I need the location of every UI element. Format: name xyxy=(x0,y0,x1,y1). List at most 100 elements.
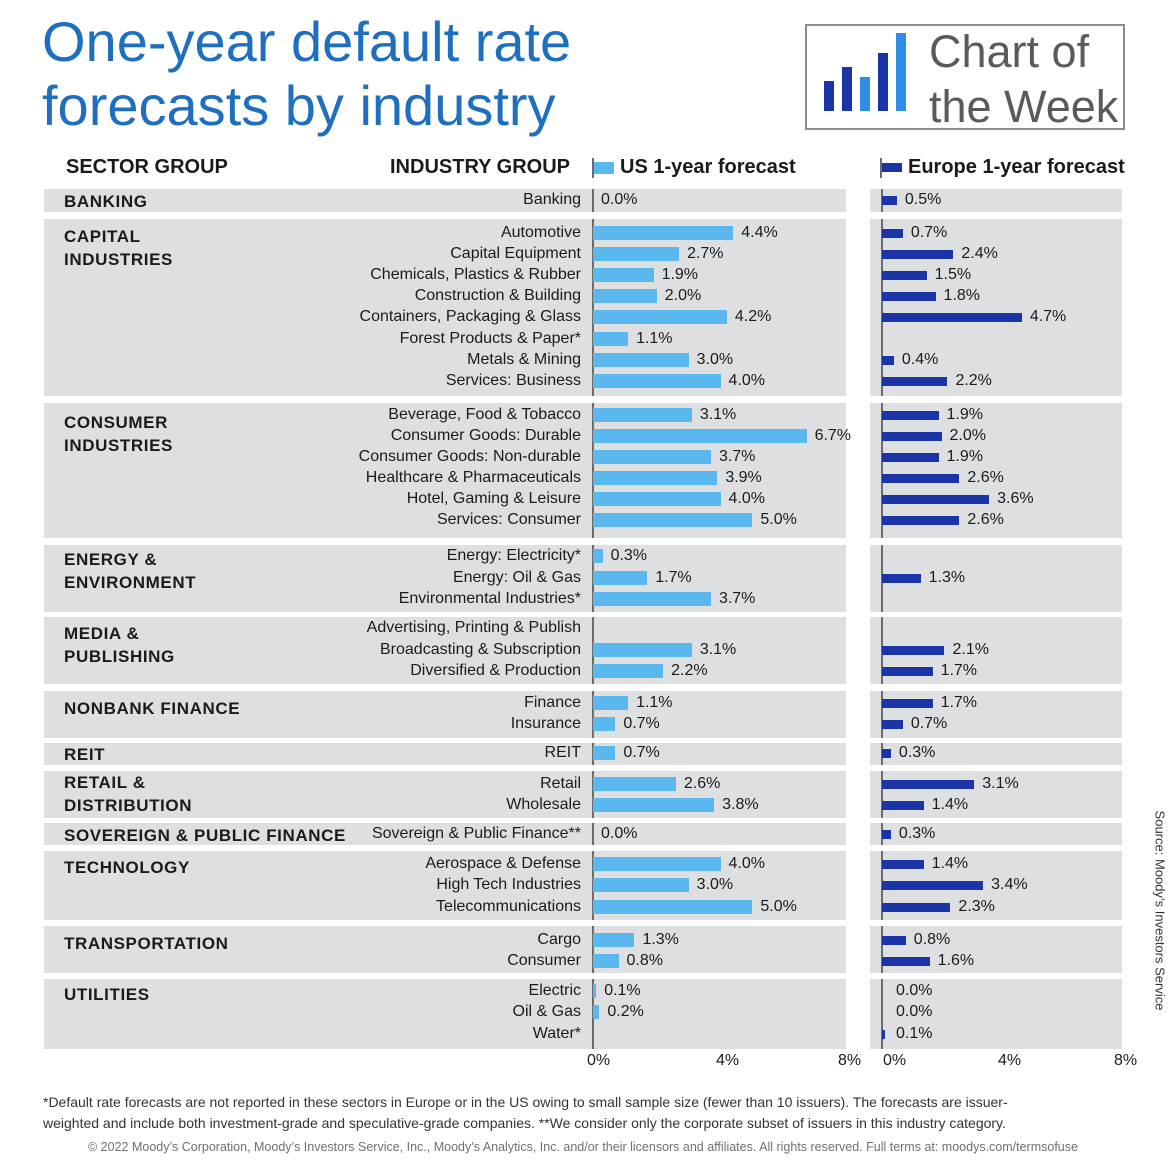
us-value-label: 1.9% xyxy=(661,266,699,283)
europe-value-label: 1.7% xyxy=(940,662,978,679)
industry-label: Energy: Oil & Gas xyxy=(452,569,581,586)
europe-bar xyxy=(882,720,903,729)
us-value-label: 3.0% xyxy=(696,351,734,368)
us-bar xyxy=(593,696,629,710)
sector-label: BANKING xyxy=(64,190,148,213)
europe-bar xyxy=(882,780,975,789)
sector-group-header: SECTOR GROUP xyxy=(66,156,228,178)
sector-band xyxy=(44,691,846,738)
europe-bar xyxy=(882,749,891,758)
europe-value-label: 2.0% xyxy=(949,427,986,444)
europe-value-label: 0.3% xyxy=(898,744,936,761)
us-bar xyxy=(593,592,711,606)
industry-label: Diversified & Production xyxy=(410,662,581,679)
us-legend: US 1-year forecast xyxy=(592,156,796,179)
europe-sector-band xyxy=(870,403,1122,538)
europe-bar xyxy=(882,646,945,655)
us-axis-line xyxy=(592,403,594,538)
copyright: © 2022 Moody’s Corporation, Moody’s Inve… xyxy=(88,1140,1078,1154)
europe-bar xyxy=(882,957,930,966)
us-bar xyxy=(593,332,629,346)
us-bar xyxy=(593,643,692,657)
us-bar xyxy=(593,374,721,388)
us-bar xyxy=(593,1005,600,1019)
us-legend-bar xyxy=(594,161,614,174)
logo-bar-2 xyxy=(842,67,852,111)
us-axis-line xyxy=(592,219,594,396)
sector-label-line: MEDIA & xyxy=(64,624,140,643)
industry-label: Broadcasting & Subscription xyxy=(380,641,581,658)
us-value-label: 0.7% xyxy=(623,744,660,761)
europe-sector-band xyxy=(870,771,1122,818)
industry-label: Advertising, Printing & Publish xyxy=(366,619,581,636)
europe-value-label: 1.6% xyxy=(937,952,975,969)
industry-label: Construction & Building xyxy=(414,287,581,304)
europe-bar xyxy=(882,903,951,912)
sector-label: UTILITIES xyxy=(64,983,150,1006)
us-value-label: 3.1% xyxy=(699,641,737,658)
europe-value-label: 0.1% xyxy=(896,1025,933,1042)
logo-bar-4 xyxy=(878,53,888,111)
industry-label: Insurance xyxy=(510,715,581,732)
sector-label-line: UTILITIES xyxy=(64,985,150,1004)
europe-bar xyxy=(882,292,936,301)
industry-label: Capital Equipment xyxy=(450,245,581,262)
europe-bar xyxy=(882,860,924,869)
industry-label: Services: Consumer xyxy=(436,511,581,528)
sector-label-line: RETAIL & xyxy=(64,773,146,792)
sector-label: ENERGY & ENVIRONMENT xyxy=(64,548,196,594)
industry-label: Consumer Goods: Durable xyxy=(390,427,581,444)
eu-x-tick-8: 8% xyxy=(1114,1052,1138,1069)
us-bar xyxy=(593,571,648,585)
europe-bar xyxy=(882,356,894,365)
europe-value-label: 1.5% xyxy=(934,266,972,283)
sector-label: NONBANK FINANCE xyxy=(64,697,240,720)
us-bar xyxy=(593,289,657,303)
europe-value-label: 3.1% xyxy=(982,775,1019,792)
sector-label-line: CONSUMER xyxy=(64,413,168,432)
europe-bar xyxy=(882,667,933,676)
us-axis-line xyxy=(592,189,594,212)
industry-label: Oil & Gas xyxy=(512,1003,581,1020)
europe-value-label: 1.4% xyxy=(931,796,969,813)
chart-title: One-year default rate forecasts by indus… xyxy=(42,10,762,138)
europe-axis-line xyxy=(881,403,883,538)
us-bar xyxy=(593,746,616,760)
sector-label-line: NONBANK FINANCE xyxy=(64,699,241,718)
europe-value-label: 3.4% xyxy=(991,876,1028,893)
eu-x-tick-4: 4% xyxy=(998,1052,1022,1069)
us-bar xyxy=(593,226,734,240)
sector-band xyxy=(44,617,846,684)
us-bar xyxy=(593,310,727,324)
us-value-label: 3.1% xyxy=(699,406,737,423)
us-value-label: 4.0% xyxy=(728,855,765,872)
europe-value-label: 2.6% xyxy=(967,469,1004,486)
us-bar xyxy=(593,857,721,871)
logo-text-line-1: Chart of xyxy=(929,26,1090,77)
source-note: Source: Moody’s Investors Service xyxy=(1150,808,1170,1018)
us-value-label: 0.3% xyxy=(610,547,648,564)
us-bar xyxy=(593,777,676,791)
europe-sector-band xyxy=(870,219,1122,396)
us-value-label: 0.1% xyxy=(604,982,641,999)
europe-axis-line xyxy=(881,771,883,818)
europe-bar xyxy=(882,453,939,462)
europe-sector-band xyxy=(870,691,1122,738)
sector-band xyxy=(44,926,846,973)
industry-label: Containers, Packaging & Glass xyxy=(359,308,581,325)
industry-group-header: INDUSTRY GROUP xyxy=(390,156,571,178)
us-value-label: 3.7% xyxy=(718,590,756,607)
us-value-label: 1.1% xyxy=(636,330,673,347)
sector-band xyxy=(44,189,846,212)
logo-bar-5 xyxy=(896,33,906,111)
us-bar xyxy=(593,429,807,443)
us-value-label: 0.7% xyxy=(623,715,660,732)
sector-label-line: REIT xyxy=(64,745,106,764)
europe-axis-line xyxy=(881,691,883,738)
eu-x-tick-0: 0% xyxy=(883,1052,907,1069)
us-bar xyxy=(593,353,689,367)
footnote-line-1: *Default rate forecasts are not reported… xyxy=(43,1094,1008,1110)
sector-band xyxy=(44,979,846,1049)
sector-label-line: ENERGY & xyxy=(64,550,158,569)
us-bar xyxy=(593,900,753,914)
